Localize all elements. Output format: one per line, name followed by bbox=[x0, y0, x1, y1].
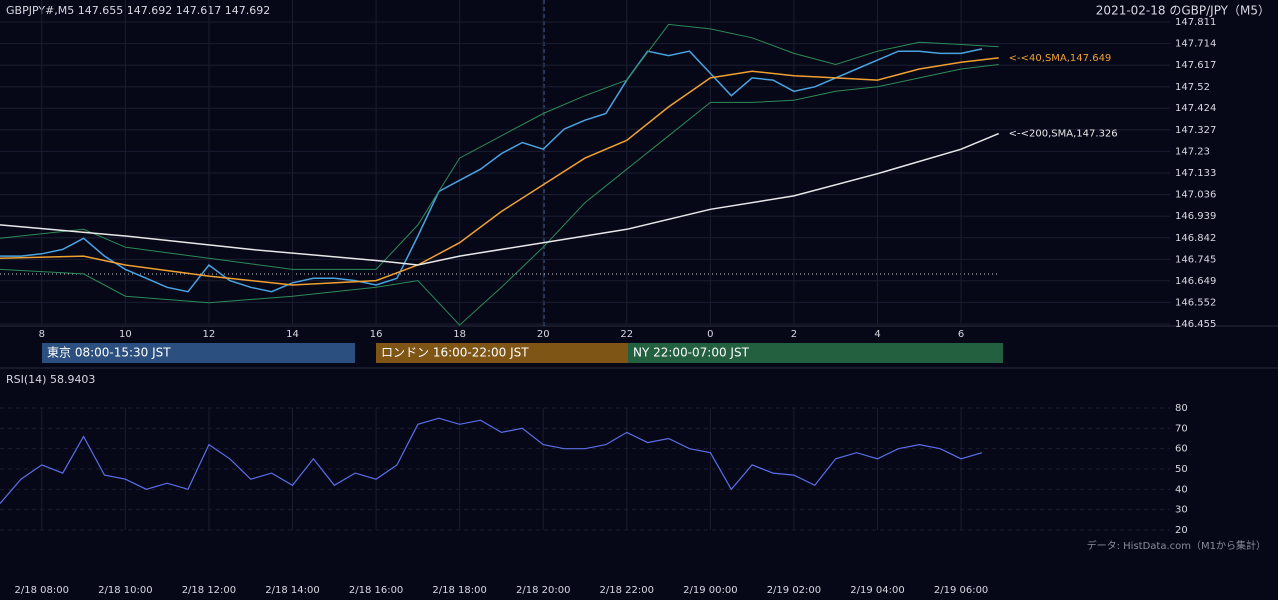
y-tick-label: 147.617 bbox=[1175, 60, 1216, 71]
chart-title: GBPJPY#,M5 147.655 147.692 147.617 147.6… bbox=[6, 4, 270, 17]
x-tick-label: 2/18 22:00 bbox=[600, 585, 654, 596]
y-tick-label: 40 bbox=[1175, 484, 1188, 495]
y-tick-label: 146.939 bbox=[1175, 211, 1216, 222]
y-tick-label: 147.52 bbox=[1175, 82, 1210, 93]
x-tick-label: 2/18 14:00 bbox=[265, 585, 319, 596]
x-tick-label: 2/18 10:00 bbox=[98, 585, 152, 596]
x-tick-label: 22 bbox=[620, 329, 633, 340]
x-tick-label: 2/19 06:00 bbox=[934, 585, 988, 596]
series-line bbox=[0, 57, 999, 286]
session-band bbox=[628, 343, 1003, 363]
y-tick-label: 80 bbox=[1175, 403, 1188, 414]
x-tick-label: 10 bbox=[119, 329, 132, 340]
x-tick-label: 14 bbox=[286, 329, 299, 340]
x-tick-label: 2/18 16:00 bbox=[349, 585, 403, 596]
y-tick-label: 70 bbox=[1175, 423, 1188, 434]
x-tick-label: 2/19 00:00 bbox=[683, 585, 737, 596]
x-tick-label: 2/18 18:00 bbox=[432, 585, 486, 596]
session-label: ロンドン 16:00-22:00 JST bbox=[381, 346, 529, 360]
y-tick-label: 147.811 bbox=[1175, 17, 1216, 28]
y-tick-label: 146.745 bbox=[1175, 254, 1216, 265]
x-tick-label: 6 bbox=[958, 329, 964, 340]
y-tick-label: 147.714 bbox=[1175, 39, 1216, 50]
x-tick-label: 2/18 08:00 bbox=[15, 585, 69, 596]
y-tick-label: 30 bbox=[1175, 505, 1188, 516]
y-tick-label: 147.133 bbox=[1175, 168, 1216, 179]
series-line bbox=[0, 23, 999, 270]
y-tick-label: 147.23 bbox=[1175, 146, 1210, 157]
y-tick-label: 146.649 bbox=[1175, 276, 1216, 287]
x-tick-label: 20 bbox=[537, 329, 550, 340]
rsi-title: RSI(14) 58.9403 bbox=[6, 373, 95, 386]
series-line bbox=[0, 132, 999, 266]
y-tick-label: 146.455 bbox=[1175, 319, 1216, 330]
session-label: NY 22:00-07:00 JST bbox=[633, 346, 750, 360]
x-tick-label: 16 bbox=[370, 329, 383, 340]
y-tick-label: 60 bbox=[1175, 444, 1188, 455]
y-tick-label: 146.552 bbox=[1175, 297, 1216, 308]
y-tick-label: 147.327 bbox=[1175, 125, 1216, 136]
series-line bbox=[0, 417, 983, 504]
series-line bbox=[0, 64, 999, 326]
y-tick-label: 146.842 bbox=[1175, 233, 1216, 244]
series-annotation: <-<40,SMA,147.649 bbox=[1009, 53, 1112, 64]
y-tick-label: 147.036 bbox=[1175, 190, 1216, 201]
y-tick-label: 20 bbox=[1175, 525, 1188, 536]
session-label: 東京 08:00-15:30 JST bbox=[47, 346, 171, 360]
x-tick-label: 2 bbox=[791, 329, 797, 340]
x-tick-label: 2/18 20:00 bbox=[516, 585, 570, 596]
x-tick-label: 0 bbox=[707, 329, 713, 340]
series-annotation: <-<200,SMA,147.326 bbox=[1009, 129, 1118, 140]
x-tick-label: 18 bbox=[453, 329, 466, 340]
session-band bbox=[376, 343, 628, 363]
source-note: データ: HistData.com（M1から集計） bbox=[1087, 539, 1266, 552]
x-tick-label: 12 bbox=[203, 329, 216, 340]
series-line bbox=[0, 48, 983, 293]
x-tick-label: 8 bbox=[39, 329, 45, 340]
y-tick-label: 50 bbox=[1175, 464, 1188, 475]
x-tick-label: 2/18 12:00 bbox=[182, 585, 236, 596]
y-tick-label: 147.424 bbox=[1175, 103, 1216, 114]
chart-subtitle: 2021-02-18 のGBP/JPY（M5） bbox=[1096, 4, 1270, 18]
x-tick-label: 4 bbox=[874, 329, 880, 340]
session-band bbox=[42, 343, 355, 363]
x-tick-label: 2/19 04:00 bbox=[850, 585, 904, 596]
x-tick-label: 2/19 02:00 bbox=[767, 585, 821, 596]
